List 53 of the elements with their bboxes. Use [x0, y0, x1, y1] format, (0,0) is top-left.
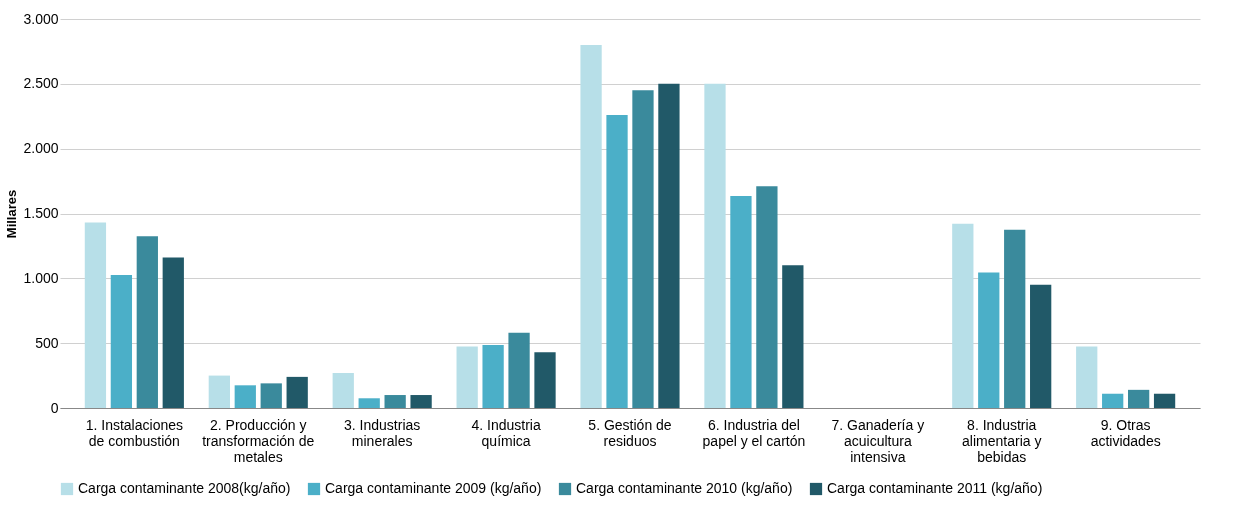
- x-tick-label: 6. Industria del papel y el cartón: [702, 416, 806, 449]
- bar: [606, 114, 628, 408]
- bar: [162, 257, 184, 408]
- bar: [632, 90, 654, 408]
- bar: [260, 383, 282, 408]
- y-tick-label: 1.500: [23, 205, 59, 221]
- x-tick-label: 1. Instalaciones de combustión: [85, 416, 183, 449]
- bar: [730, 195, 752, 408]
- bar: [782, 265, 804, 408]
- y-tick-label: 2.500: [23, 75, 59, 92]
- y-tick-label: 2.000: [23, 140, 59, 157]
- bar: [658, 83, 680, 408]
- legend-label: Carga contaminante 2008(kg/año): [78, 480, 291, 496]
- bar: [456, 346, 478, 408]
- y-tick-label: 500: [35, 334, 59, 351]
- x-tick-label: 2. Producción y transformación de metales: [202, 416, 315, 465]
- y-tick-label: 1.000: [23, 269, 59, 286]
- bar: [358, 398, 380, 408]
- bar: [110, 275, 133, 408]
- bar: [1127, 389, 1150, 408]
- legend-label: Carga contaminante 2011 (kg/año): [827, 480, 1043, 496]
- bar: [580, 44, 602, 408]
- bar: [1153, 393, 1176, 408]
- x-tick-label: 9. Otras actividades: [1090, 416, 1161, 449]
- x-tick-label: 8. Industria alimentaria y bebidas: [962, 416, 1042, 465]
- bar: [534, 352, 556, 408]
- bar: [756, 186, 778, 408]
- bar: [384, 395, 406, 408]
- bar: [482, 345, 504, 408]
- x-tick-label: 3. Industrias minerales: [344, 416, 421, 449]
- bar: [410, 395, 432, 408]
- y-tick-label: 3.000: [23, 10, 59, 27]
- y-tick-label: 0: [50, 399, 59, 416]
- bar: [1030, 284, 1052, 408]
- bar: [952, 223, 974, 408]
- bar: [332, 372, 354, 408]
- bar: [978, 272, 1000, 408]
- x-tick-label: 7. Ganadería y acuicultura intensiva: [831, 416, 925, 465]
- bar: [136, 236, 158, 408]
- x-tick-label: 5. Gestión de residuos: [588, 416, 672, 449]
- legend-label: Carga contaminante 2009 (kg/año): [325, 480, 542, 496]
- bar: [1102, 393, 1124, 408]
- bar: [508, 332, 530, 408]
- bar: [84, 222, 107, 408]
- bar: [234, 385, 256, 408]
- bar: [208, 375, 230, 408]
- legend-label: Carga contaminante 2010 (kg/año): [576, 480, 793, 496]
- x-tick-label: 4. Industria química: [471, 416, 541, 449]
- bar: [286, 376, 308, 408]
- bar: [1004, 229, 1026, 408]
- bar: [704, 83, 726, 408]
- bar: [1076, 346, 1098, 408]
- y-axis-title: Millares: [4, 189, 20, 239]
